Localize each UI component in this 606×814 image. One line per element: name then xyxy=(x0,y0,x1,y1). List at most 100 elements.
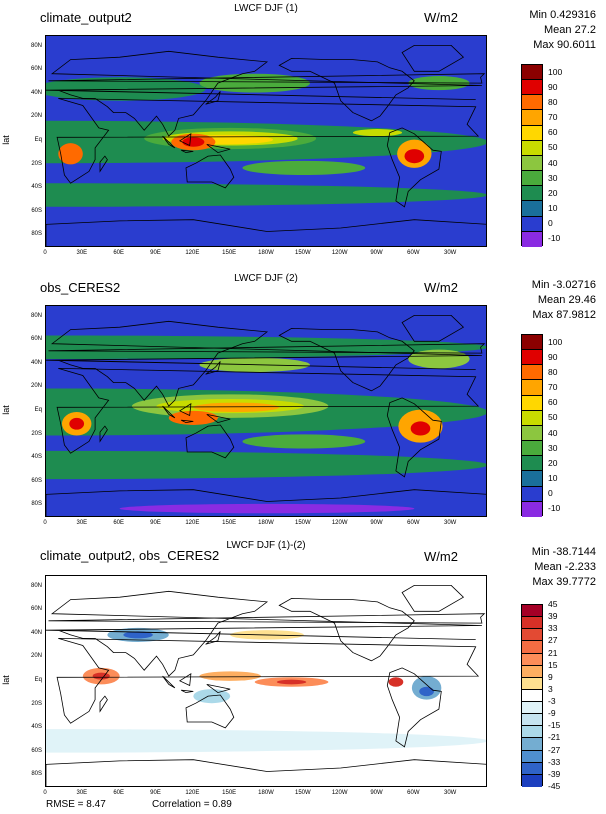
coastline-7 xyxy=(162,405,176,419)
colorbar-label: 3 xyxy=(548,683,553,694)
lon-tick-label: 0 xyxy=(43,250,47,256)
lon-tick-label: 150E xyxy=(222,250,237,256)
panel-title-center: LWCF DJF (1) xyxy=(234,3,298,14)
coastline-12 xyxy=(48,613,486,624)
stat-max: Max 87.9812 xyxy=(532,309,596,321)
lon-tick-label: 90E xyxy=(150,790,161,796)
lon-tick-label: 180W xyxy=(258,520,274,526)
coastline-1 xyxy=(46,320,482,407)
lon-tick-label: 60E xyxy=(113,790,124,796)
lat-axis-title: lat xyxy=(1,675,11,685)
colorbar-label: 30 xyxy=(548,442,558,453)
coastline-8 xyxy=(180,419,194,424)
stat-mean: Mean 29.46 xyxy=(537,294,596,306)
colorbar xyxy=(521,64,543,247)
colorbar-label: 27 xyxy=(548,635,558,646)
colorbar-swatch xyxy=(522,653,542,666)
lon-tick-label: 90W xyxy=(370,790,383,796)
colorbar-swatch xyxy=(522,774,542,787)
colorbar-label: 70 xyxy=(548,382,558,393)
stats-box: Min -3.02716 Mean 29.46 Max 87.9812 xyxy=(532,278,596,323)
colorbar-label: -33 xyxy=(548,756,561,767)
coastline-8 xyxy=(180,689,194,694)
colorbar-label: -45 xyxy=(548,781,561,791)
colorbar-label: -15 xyxy=(548,720,561,731)
colorbar-swatch xyxy=(522,216,542,232)
lon-tick-label: 180W xyxy=(258,790,274,796)
stat-min: Min -3.02716 xyxy=(531,279,596,291)
colorbar-label: 45 xyxy=(548,599,558,609)
colorbar-swatch xyxy=(522,186,542,202)
lat-tick-label: 40N xyxy=(30,89,42,96)
lon-tick-label: 150W xyxy=(294,520,311,526)
coastline-0 xyxy=(56,98,480,184)
lon-tick-label: 120E xyxy=(185,520,200,526)
field-contour-10 xyxy=(419,686,434,697)
colorbar-swatch xyxy=(522,762,542,775)
colorbar-swatch xyxy=(522,677,542,690)
colorbar-label: -10 xyxy=(548,503,561,514)
colorbar-swatch xyxy=(522,702,542,715)
colorbar-swatch xyxy=(522,125,542,141)
lon-tick-label: 30E xyxy=(76,790,88,796)
colorbar-label: 30 xyxy=(548,172,558,183)
coastline-1 xyxy=(46,590,482,677)
lon-tick-label: 30W xyxy=(443,790,457,796)
coastline-4 xyxy=(386,397,442,478)
colorbar-label: 15 xyxy=(548,659,558,670)
map-plot xyxy=(45,35,487,247)
lon-tick-label: 60W xyxy=(407,250,420,256)
coastline-6 xyxy=(46,759,486,786)
colorbar-label: 10 xyxy=(548,473,558,484)
coastline-4 xyxy=(386,127,442,208)
panel-title-left: climate_output2, obs_CERES2 xyxy=(40,548,220,563)
colorbar-label: 90 xyxy=(548,351,558,362)
panel-3: climate_output2, obs_CERES2 LWCF DJF (1)-… xyxy=(0,540,606,808)
colorbar-label: 60 xyxy=(548,127,558,138)
field-contour-11 xyxy=(388,677,404,687)
colorbar-label: 40 xyxy=(548,157,558,168)
colorbar-swatch xyxy=(522,155,542,172)
map-plot xyxy=(45,575,487,787)
lon-tick-label: 90E xyxy=(150,520,161,526)
coastline-9 xyxy=(206,414,231,424)
colorbar xyxy=(521,334,543,517)
units-label: W/m2 xyxy=(424,549,458,564)
colorbar-label: -3 xyxy=(548,696,556,707)
colorbar-swatch xyxy=(522,110,542,126)
lon-tick-label: 30E xyxy=(76,250,88,256)
field-contour-8 xyxy=(168,410,218,425)
coastline-13 xyxy=(99,155,108,173)
coastline-8 xyxy=(180,149,194,154)
panel-1: climate_output2 LWCF DJF (1) W/m2 Min 0.429… xyxy=(0,0,606,268)
lon-tick-label: 0 xyxy=(43,790,47,796)
colorbar-swatch xyxy=(522,501,542,517)
lat-tick-label: 40N xyxy=(30,359,42,366)
field-contour-0 xyxy=(46,729,486,753)
colorbar-swatch xyxy=(522,65,542,81)
stat-max: Max 39.7772 xyxy=(532,576,596,588)
lat-tick-label: 60S xyxy=(31,207,42,214)
lon-tick-label: 120W xyxy=(331,520,348,526)
coastline-12 xyxy=(48,73,486,84)
field-contour-4 xyxy=(92,672,110,680)
units-label: W/m2 xyxy=(424,280,458,295)
coastline-3 xyxy=(278,327,415,392)
map-svg xyxy=(46,36,486,246)
coastline-10 xyxy=(178,403,192,417)
panel-title-left: climate_output2 xyxy=(40,10,132,25)
lon-tick-label: 180W xyxy=(258,250,274,256)
lat-tick-label: 60S xyxy=(31,747,42,754)
field-contour-10 xyxy=(69,417,85,430)
colorbar-swatch xyxy=(522,750,542,763)
field-contour-14 xyxy=(242,160,366,175)
coastline-11 xyxy=(205,631,221,645)
colorbar-label: 9 xyxy=(548,671,553,682)
lon-tick-label: 0 xyxy=(43,520,47,526)
map-svg xyxy=(46,576,486,786)
coastline-5 xyxy=(401,315,465,342)
coastline-13 xyxy=(99,425,108,443)
coastline-11 xyxy=(205,91,221,105)
colorbar-swatch xyxy=(522,140,542,156)
lon-tick-label: 120W xyxy=(331,250,348,256)
